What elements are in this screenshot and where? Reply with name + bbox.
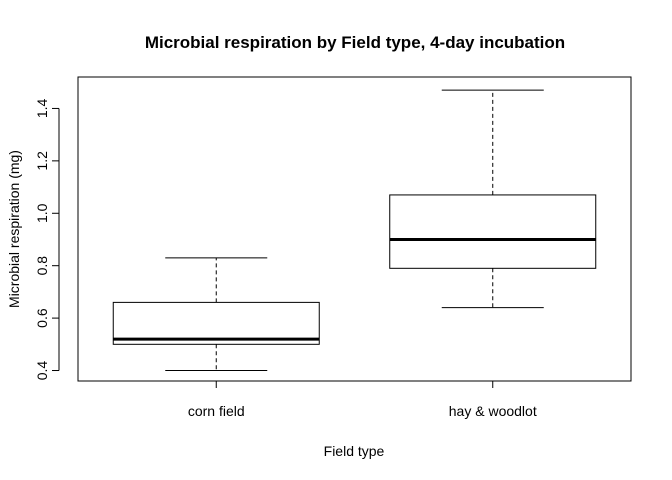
iqr-box	[112, 301, 320, 345]
box-group	[389, 89, 597, 309]
y-tick-label: 0.6	[34, 308, 50, 328]
iqr-box	[389, 194, 597, 269]
box-group	[112, 257, 320, 372]
y-axis-label: Microbial respiration (mg)	[6, 150, 22, 308]
boxes-group	[112, 89, 597, 372]
y-axis: 0.4 0.6 0.8 1.0 1.2 1.4	[34, 99, 60, 381]
x-axis-label: Field type	[324, 443, 385, 459]
x-axis: corn field hay & woodlot	[188, 381, 537, 419]
chart-title: Microbial respiration by Field type, 4-d…	[145, 33, 565, 52]
y-tick-label: 0.4	[34, 361, 50, 381]
x-tick-label: corn field	[188, 403, 245, 419]
y-tick-label: 1.2	[34, 151, 50, 171]
plot-frame	[77, 76, 632, 382]
y-tick-label: 0.8	[34, 256, 50, 276]
x-tick-label: hay & woodlot	[449, 403, 537, 419]
y-tick-label: 1.0	[34, 203, 50, 223]
y-tick-label: 1.4	[34, 99, 50, 119]
